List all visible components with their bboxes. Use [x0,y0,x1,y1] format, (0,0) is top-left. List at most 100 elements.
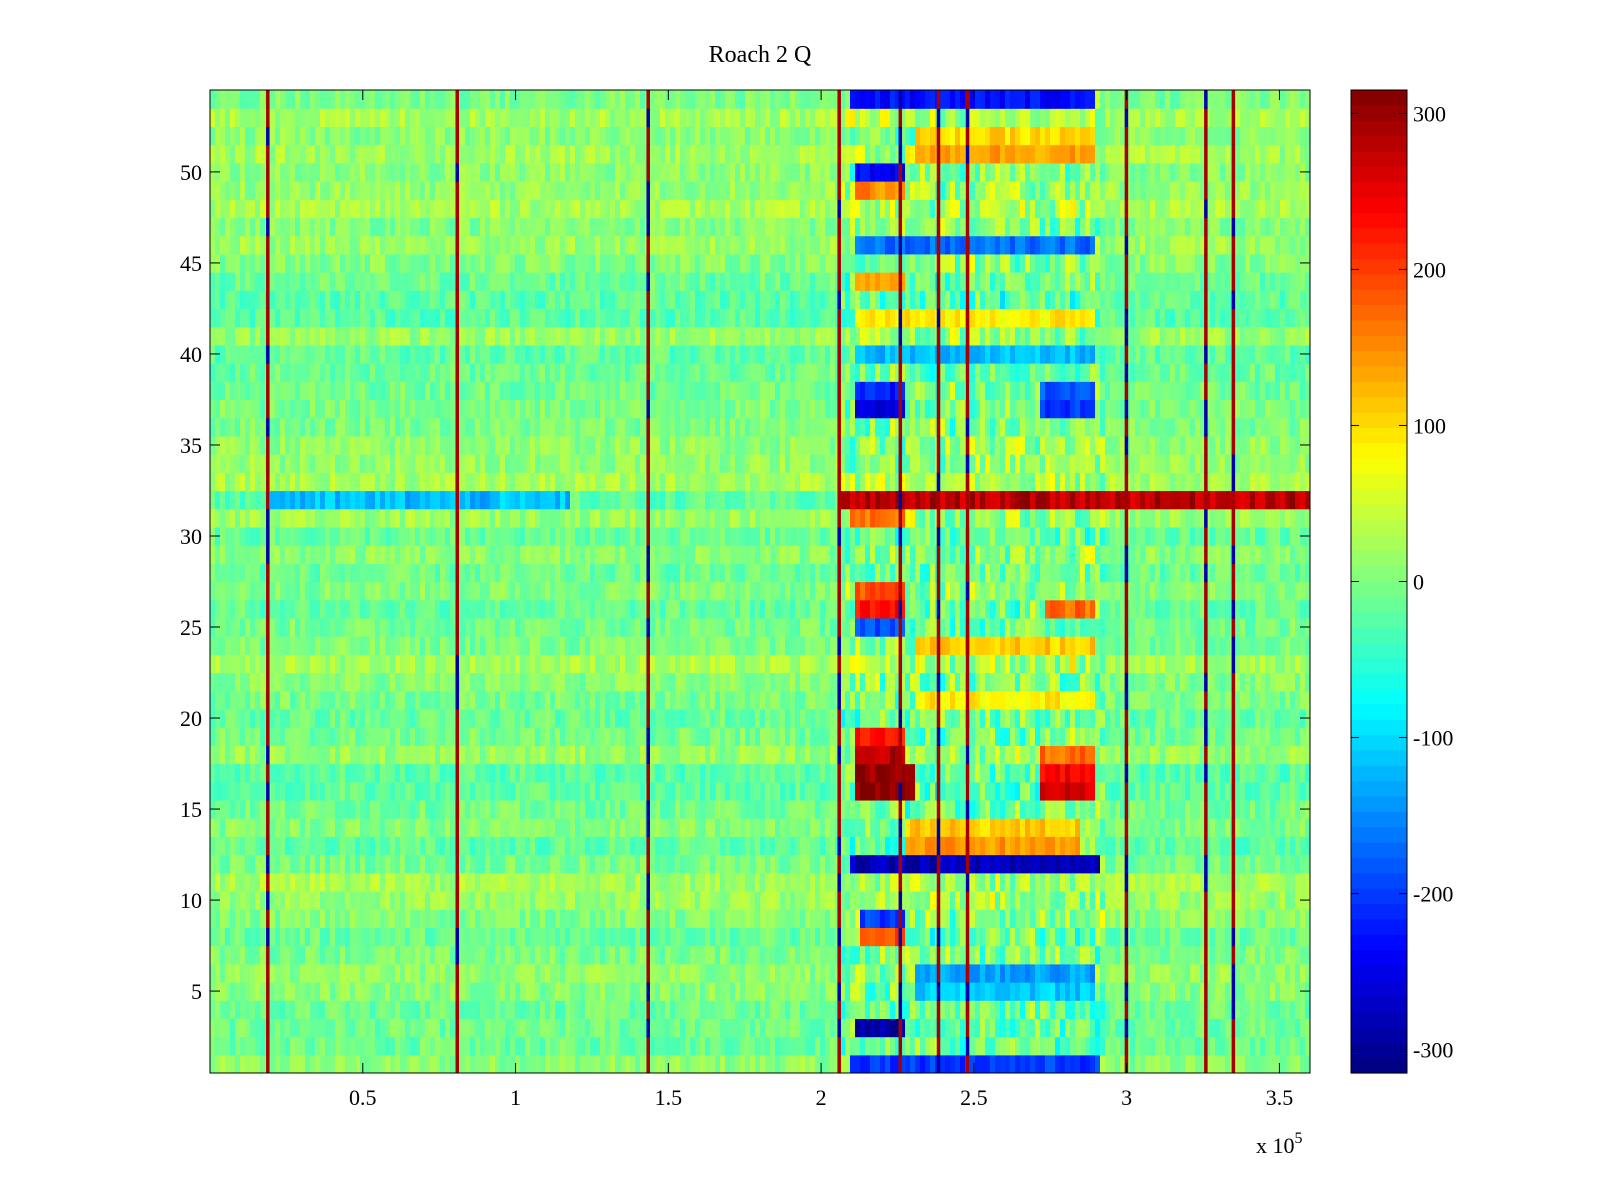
heatmap-cell [520,763,526,783]
heatmap-cell [1090,745,1096,765]
heatmap-cell [1260,1000,1266,1019]
heatmap-cell [1140,745,1146,765]
heatmap-cell [240,1054,246,1073]
heatmap-cell [215,654,221,674]
heatmap-cell [325,927,331,947]
heatmap-cell [1185,690,1191,710]
heatmap-cell [1120,909,1126,928]
heatmap-cell [685,654,691,674]
heatmap-cell [480,945,486,965]
heatmap-cell [545,836,551,856]
heatmap-cell [920,1018,926,1038]
heatmap-cell [955,927,961,947]
heatmap-cell [305,763,311,783]
heatmap-cell [280,927,286,947]
heatmap-cell [1030,818,1036,837]
heatmap-cell [340,763,346,783]
heatmap-cell [785,1018,791,1038]
heatmap-cell [1020,690,1026,710]
heatmap-cell [380,1018,386,1038]
heatmap-cell [725,763,731,783]
heatmap-cell [570,872,576,892]
heatmap-cell [790,672,796,692]
heatmap-cell [610,690,616,710]
heatmap-cell [380,763,386,783]
heatmap-cell [495,727,501,746]
heatmap-cell [325,963,331,983]
heatmap-cell [495,909,501,928]
heatmap-cell [880,727,886,746]
heatmap-cell [1145,690,1151,710]
heatmap-cell [245,854,251,874]
heatmap-cell [1245,872,1251,892]
heatmap-cell [405,945,411,965]
heatmap-cell [445,745,451,765]
heatmap-cell [295,872,301,892]
heatmap-cell [690,654,696,674]
heatmap-cell [810,945,816,965]
heatmap-cell [380,963,386,983]
heatmap-cell [640,854,646,874]
heatmap-cell [830,763,836,783]
heatmap-cell [305,818,311,837]
heatmap-cell [710,963,716,983]
heatmap-cell [1285,963,1291,983]
heatmap-cell [745,818,751,837]
heatmap-cell [1260,945,1266,965]
heatmap-cell [240,1000,246,1019]
heatmap-cell [1135,690,1141,710]
heatmap-cell [1150,981,1156,1001]
heatmap-cell [1245,890,1251,910]
heatmap-cell [560,854,566,874]
heatmap-cell [950,781,956,801]
heatmap-cell [325,763,331,783]
heatmap-cell [760,763,766,783]
heatmap-cell [225,927,231,947]
heatmap-cell [690,836,696,856]
heatmap-cell [1200,836,1206,856]
heatmap-cell [880,1036,886,1056]
heatmap-cell [615,963,621,983]
heatmap-cell [570,799,576,819]
heatmap-cell [1150,818,1156,837]
heatmap-cell [950,981,956,1001]
heatmap-cell [695,1018,701,1038]
heatmap-cell [915,818,921,837]
heatmap-cell [1140,909,1146,928]
heatmap-cell [1150,836,1156,856]
heatmap-cell [1205,727,1211,746]
heatmap-cell [830,708,836,728]
heatmap-cell [310,727,316,746]
heatmap-cell [780,1036,786,1056]
heatmap-cell [285,909,291,928]
heatmap-cell [500,745,506,765]
heatmap-cell [1260,727,1266,746]
heatmap-cell [655,890,661,910]
heatmap-cell [800,1000,806,1019]
heatmap-cell [1100,1054,1106,1073]
heatmap-cell [250,1000,256,1019]
heatmap-cell [1270,727,1276,746]
heatmap-cell [390,909,396,928]
heatmap-cell [780,1000,786,1019]
heatmap-cell [740,727,746,746]
heatmap-cell [655,818,661,837]
heatmap-cell [1055,963,1061,983]
heatmap-cell [335,981,341,1001]
heatmap-cell [815,690,821,710]
heatmap-cell [875,872,881,892]
heatmap-cell [1005,909,1011,928]
heatmap-cell [500,927,506,947]
heatmap-cell [1185,1036,1191,1056]
heatmap-cell [270,745,276,765]
heatmap-cell [745,963,751,983]
heatmap-cell [435,818,441,837]
heatmap-cell [1180,1018,1186,1038]
heatmap-cell [1285,727,1291,746]
heatmap-cell [1210,872,1216,892]
heatmap-cell [1235,1018,1241,1038]
heatmap-cell [540,854,546,874]
heatmap-cell [380,890,386,910]
heatmap-cell [300,781,306,801]
heatmap-cell [625,1036,631,1056]
